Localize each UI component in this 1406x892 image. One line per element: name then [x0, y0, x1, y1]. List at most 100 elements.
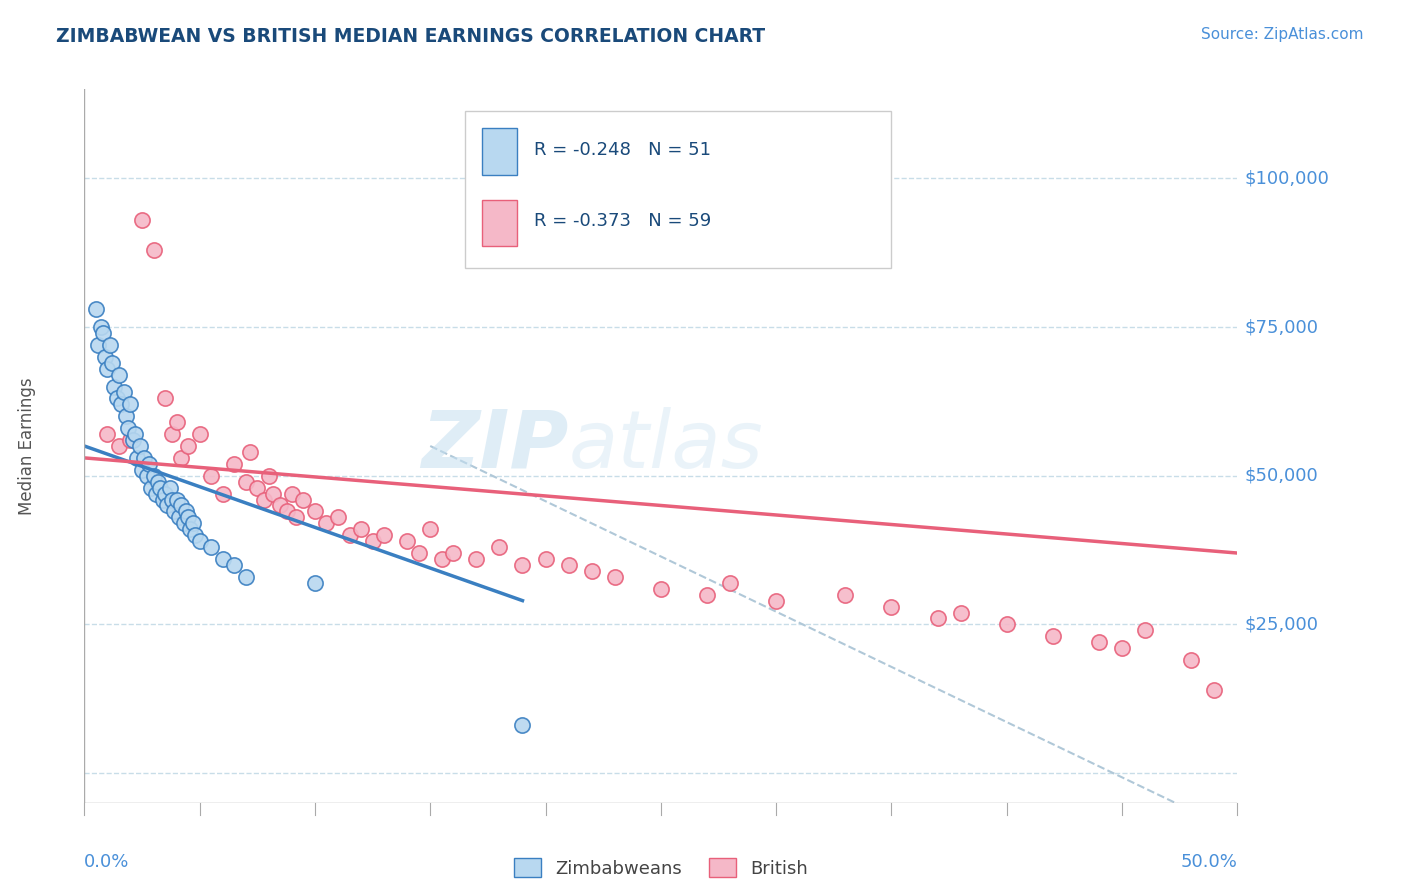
Point — [124, 427, 146, 442]
Point — [153, 392, 176, 406]
Text: Source: ZipAtlas.com: Source: ZipAtlas.com — [1201, 27, 1364, 42]
Text: $100,000: $100,000 — [1244, 169, 1329, 187]
Point — [177, 439, 200, 453]
Point — [121, 433, 143, 447]
Point — [98, 338, 121, 352]
Point — [145, 486, 167, 500]
Point — [152, 492, 174, 507]
Text: $75,000: $75,000 — [1244, 318, 1319, 336]
Point — [257, 468, 280, 483]
Point — [134, 450, 156, 465]
Point — [350, 522, 373, 536]
Text: R = -0.373   N = 59: R = -0.373 N = 59 — [534, 212, 711, 230]
FancyBboxPatch shape — [482, 200, 517, 246]
Point — [149, 481, 172, 495]
Point — [170, 499, 193, 513]
Point — [765, 593, 787, 607]
Point — [112, 385, 135, 400]
Point — [115, 409, 138, 424]
FancyBboxPatch shape — [465, 111, 891, 268]
Point — [339, 528, 361, 542]
Point — [159, 481, 181, 495]
Point — [534, 552, 557, 566]
Point — [105, 392, 128, 406]
Point — [131, 463, 153, 477]
Point — [127, 450, 149, 465]
Point — [160, 427, 183, 442]
Point — [1088, 635, 1111, 649]
Text: 50.0%: 50.0% — [1181, 853, 1237, 871]
Point — [179, 522, 201, 536]
Text: ZIMBABWEAN VS BRITISH MEDIAN EARNINGS CORRELATION CHART: ZIMBABWEAN VS BRITISH MEDIAN EARNINGS CO… — [56, 27, 765, 45]
Point — [281, 486, 304, 500]
Point — [276, 504, 298, 518]
Text: R = -0.248   N = 51: R = -0.248 N = 51 — [534, 141, 711, 159]
Point — [419, 522, 441, 536]
Point — [285, 510, 308, 524]
Point — [361, 534, 384, 549]
Point — [235, 475, 257, 489]
Point — [120, 397, 142, 411]
Point — [184, 528, 207, 542]
Point — [135, 468, 157, 483]
Point — [262, 486, 284, 500]
Point — [512, 718, 534, 732]
Point — [96, 361, 118, 376]
Point — [103, 379, 125, 393]
Point — [84, 302, 107, 317]
Point — [166, 492, 188, 507]
Point — [304, 575, 326, 590]
Point — [834, 588, 856, 602]
Point — [142, 468, 165, 483]
Point — [315, 516, 337, 531]
Point — [995, 617, 1018, 632]
Point — [141, 481, 163, 495]
Point — [142, 243, 165, 257]
Point — [253, 492, 276, 507]
Point — [177, 510, 200, 524]
Point — [326, 510, 349, 524]
Point — [396, 534, 419, 549]
Point — [239, 445, 262, 459]
Point — [1111, 641, 1133, 656]
Point — [138, 457, 160, 471]
Text: ZIP: ZIP — [422, 407, 568, 485]
Point — [131, 213, 153, 227]
Point — [110, 397, 132, 411]
Point — [650, 582, 672, 596]
Point — [603, 570, 626, 584]
Point — [91, 326, 114, 340]
Point — [880, 599, 903, 614]
Point — [94, 350, 117, 364]
Point — [927, 611, 949, 625]
Text: 0.0%: 0.0% — [84, 853, 129, 871]
Point — [128, 439, 150, 453]
Point — [488, 540, 510, 554]
Point — [200, 540, 222, 554]
Text: atlas: atlas — [568, 407, 763, 485]
Point — [292, 492, 315, 507]
Point — [224, 457, 246, 471]
Point — [173, 516, 195, 531]
Point — [696, 588, 718, 602]
Point — [117, 421, 139, 435]
Point — [96, 427, 118, 442]
Point — [1180, 653, 1202, 667]
Point — [89, 320, 111, 334]
Point — [101, 356, 124, 370]
Point — [188, 534, 211, 549]
Point — [1042, 629, 1064, 643]
Point — [465, 552, 488, 566]
Point — [441, 546, 464, 560]
Point — [146, 475, 169, 489]
Point — [170, 450, 193, 465]
Legend: Zimbabweans, British: Zimbabweans, British — [505, 849, 817, 887]
Point — [108, 439, 131, 453]
Text: $25,000: $25,000 — [1244, 615, 1319, 633]
FancyBboxPatch shape — [482, 128, 517, 175]
Point — [156, 499, 179, 513]
Point — [224, 558, 246, 572]
Text: Median Earnings: Median Earnings — [18, 377, 35, 515]
Point — [304, 504, 326, 518]
Point — [181, 516, 204, 531]
